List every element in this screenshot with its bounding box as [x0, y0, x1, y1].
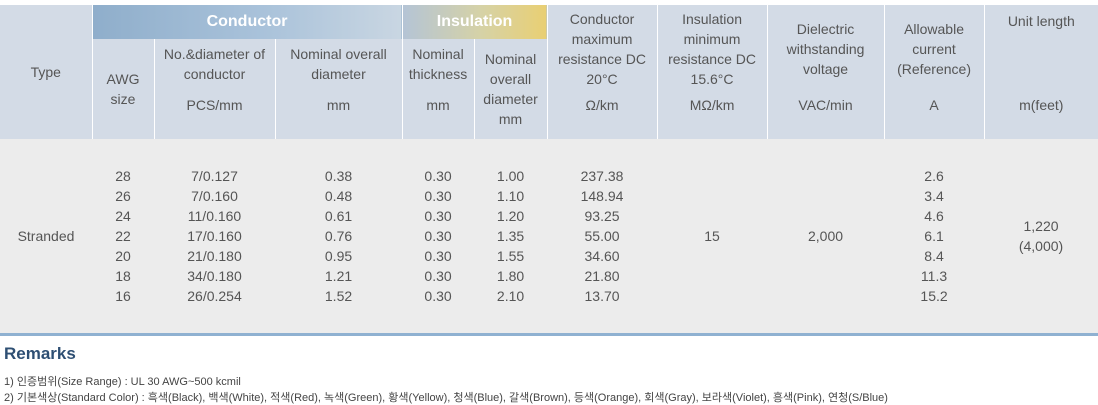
table-cell-value: 2.6 — [924, 167, 944, 184]
table-cell-value: 0.30 — [424, 287, 452, 304]
table-cell-value: 7/0.160 — [191, 187, 238, 204]
table-cell-value: 0.61 — [324, 207, 353, 224]
cable-spec-table: Type Conductor Insulation Conductor maxi… — [0, 5, 1098, 336]
table-cell-value: 3.4 — [924, 187, 944, 204]
table-cell-value: 7/0.127 — [191, 167, 238, 184]
unit-length-feet: (4,000) — [1018, 237, 1064, 254]
header-nominal-thickness: Nominal thickness — [401, 39, 475, 89]
header-type: Type — [0, 5, 92, 139]
cell-insulation-resistance: 15 — [657, 139, 768, 336]
column-conductor-od: 0.38 0.48 0.61 0.76 0.95 1.21 1.52 — [275, 139, 403, 336]
table-cell-value: 0.76 — [324, 227, 353, 244]
table-cell-value: 28 — [115, 167, 131, 184]
unit-dielectric: VAC/min — [766, 89, 885, 139]
table-cell-value: 20 — [115, 247, 131, 264]
table-cell-value: 16 — [115, 287, 131, 304]
table-cell-value: 1.20 — [496, 207, 525, 224]
header-allowable-current: Allowable current (Reference) — [883, 5, 985, 89]
table-cell-value: 1.21 — [324, 267, 353, 284]
table-cell-value: 0.95 — [324, 247, 353, 264]
table-cell-value: 1.52 — [324, 287, 353, 304]
table-cell-value: 11/0.160 — [187, 207, 242, 224]
cell-dielectric: 2,000 — [767, 139, 885, 336]
remarks-title: Remarks — [4, 344, 76, 363]
table-cell-value: 1.10 — [496, 187, 525, 204]
table-cell-value: 34.60 — [584, 247, 620, 264]
table-cell-value: 15.2 — [920, 287, 948, 304]
table-cell-value: 148.94 — [580, 187, 624, 204]
header-unit-length: Unit length — [983, 5, 1098, 89]
cell-unit-length: 1,220 (4,000) — [984, 139, 1098, 336]
table-cell-value: 8.4 — [924, 247, 944, 264]
table-cell-value: 21/0.180 — [187, 247, 242, 264]
header-no-diameter: No.&diameter of conductor — [153, 39, 275, 89]
cell-type: Stranded — [0, 139, 92, 336]
table-cell-value: 26/0.254 — [187, 287, 242, 304]
table-cell-value: 2.10 — [496, 287, 525, 304]
table-cell-value: 93.25 — [584, 207, 620, 224]
table-cell-value: 0.30 — [424, 207, 452, 224]
table-cell-value: 17/0.160 — [187, 227, 242, 244]
table-cell-value: 237.38 — [580, 167, 624, 184]
table-cell-value: 1.00 — [496, 167, 525, 184]
column-current: 2.6 3.4 4.6 6.1 8.4 11.3 15.2 — [884, 139, 985, 336]
unit-no-diameter: PCS/mm — [153, 89, 275, 139]
header-awg-size: AWG size — [91, 39, 154, 139]
header-group-insulation: Insulation — [401, 5, 548, 39]
table-cell-value: 24 — [115, 207, 131, 224]
table-cell-value: 0.30 — [424, 187, 452, 204]
table-cell-value: 11.3 — [920, 267, 948, 284]
table-cell-value: 1.80 — [496, 267, 525, 284]
header-group-conductor: Conductor — [91, 5, 403, 39]
table-cell-value: 0.30 — [424, 227, 452, 244]
column-no-diameter: 7/0.127 7/0.160 11/0.160 17/0.160 21/0.180 34… — [154, 139, 275, 336]
table-cell-value: 0.30 — [424, 247, 452, 264]
unit-unit-length: m(feet) — [983, 89, 1098, 139]
unit-conductor-resistance: Ω/km — [546, 89, 658, 139]
column-awg: 28 26 24 22 20 18 16 — [92, 139, 154, 336]
table-cell-value: 0.30 — [424, 267, 452, 284]
table-cell-value: 18 — [115, 267, 131, 284]
remark-standard-color: 2) 기본색상(Standard Color) : 흑색(Black), 백색(… — [4, 392, 888, 404]
unit-nominal-thickness: mm — [401, 89, 475, 139]
header-insulation-resistance: Insulation minimum resistance DC 15.6°C — [656, 5, 768, 89]
table-cell-value: 4.6 — [924, 207, 944, 224]
table-cell-value: 13.70 — [584, 287, 620, 304]
table-cell-value: 0.38 — [324, 167, 353, 184]
table-cell-value: 6.1 — [924, 227, 944, 244]
header-conductor-resistance: Conductor maximum resistance DC 20°C — [546, 5, 658, 89]
table-cell-value: 34/0.180 — [187, 267, 242, 284]
unit-conductor-overall-diameter: mm — [274, 89, 403, 139]
column-insulation-od: 1.00 1.10 1.20 1.35 1.55 1.80 2.10 — [474, 139, 548, 336]
table-cell-value: 1.55 — [496, 247, 525, 264]
table-cell-value: 55.00 — [584, 227, 620, 244]
unit-insulation-resistance: MΩ/km — [656, 89, 768, 139]
header-conductor-overall-diameter: Nominal overall diameter — [274, 39, 403, 89]
column-thickness: 0.30 0.30 0.30 0.30 0.30 0.30 0.30 — [402, 139, 475, 336]
unit-length-meters: 1,220 — [1023, 217, 1059, 234]
table-cell-value: 1.35 — [496, 227, 525, 244]
header-dielectric: Dielectric withstanding voltage — [766, 5, 885, 89]
table-cell-value: 0.30 — [424, 167, 452, 184]
header-insulation-overall-diameter-label: Nominal overall diameter — [483, 51, 538, 107]
column-resistance: 237.38 148.94 93.25 55.00 34.60 21.80 13.70 — [547, 139, 658, 336]
header-insulation-overall-diameter-unit: mm — [498, 111, 523, 127]
header-insulation-overall-diameter: Nominal overall diameter mm — [473, 39, 548, 139]
table-cell-value: 26 — [115, 187, 131, 204]
table-cell-value: 21.80 — [584, 267, 620, 284]
unit-allowable-current: A — [883, 89, 985, 139]
table-cell-value: 0.48 — [324, 187, 353, 204]
remark-size-range: 1) 인증범위(Size Range) : UL 30 AWG~500 kcmi… — [4, 376, 241, 388]
table-cell-value: 22 — [115, 227, 131, 244]
